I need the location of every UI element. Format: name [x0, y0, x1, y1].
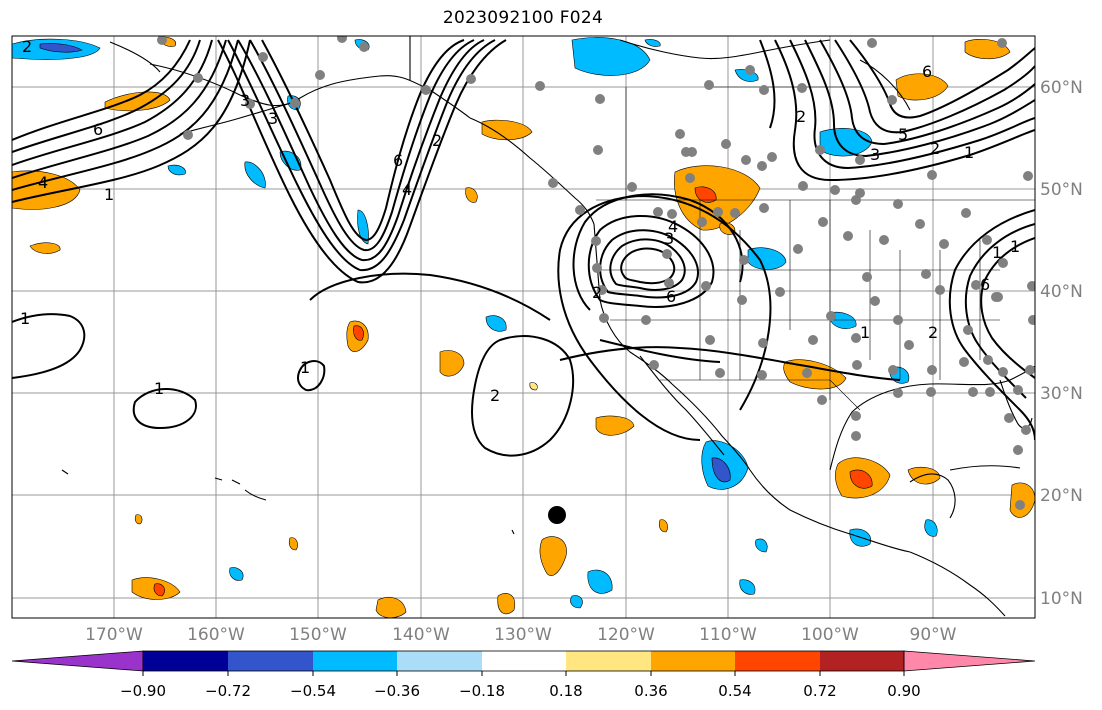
map-frame — [11, 35, 1036, 619]
contour-label: 3 — [268, 109, 278, 128]
contour-label: 1 — [104, 185, 114, 204]
contour-label: 1 — [20, 309, 30, 328]
contour-label: 4 — [402, 180, 412, 199]
contour-label: 1 — [1010, 237, 1020, 256]
contour-label: 2 — [490, 386, 500, 405]
lat-label: 10°N — [1040, 589, 1083, 609]
contour-label: 6 — [666, 287, 676, 306]
contour-label: 2 — [592, 283, 602, 302]
lat-label: 40°N — [1040, 282, 1083, 302]
contour-label: 2 — [928, 323, 938, 342]
contour-label: 2 — [432, 131, 442, 150]
colorbar-segment — [228, 651, 313, 671]
colorbar-tick-label: −0.90 — [120, 682, 166, 700]
contour-label: 6 — [393, 151, 403, 170]
contour-label: 1 — [992, 243, 1002, 262]
colorbar-max-extend — [903, 650, 1036, 672]
map-title: 2023092100 F024 — [442, 8, 604, 28]
lon-label: 160°W — [187, 625, 245, 645]
lon-label: 130°W — [494, 625, 552, 645]
lon-label: 170°W — [85, 625, 143, 645]
colorbar-segment — [313, 651, 397, 671]
contour-lines — [12, 39, 1035, 457]
lon-label: 90°W — [910, 625, 957, 645]
contour-label: 6 — [922, 62, 932, 81]
colorbar-segment — [482, 651, 566, 671]
colorbar-tick-label: 0.72 — [803, 682, 836, 700]
colorbar: −0.90 −0.72 −0.54 −0.36 −0.18 0.18 0.36 … — [11, 650, 1036, 700]
contour-label: 3 — [870, 145, 880, 164]
colorbar-segment — [143, 651, 228, 671]
contour-label: 3 — [664, 229, 674, 248]
latitude-labels: 60°N 50°N 40°N 30°N 20°N 10°N — [1040, 78, 1083, 609]
contour-label: 5 — [898, 125, 908, 144]
lon-label: 140°W — [392, 625, 450, 645]
contour-labels: 2 6 4 1 1 2 3 6 4 2 2 3 4 6 3 1 1 1 2 6 … — [20, 37, 1020, 405]
colorbar-ticks — [142, 671, 905, 676]
contour-label: 1 — [300, 358, 310, 377]
contour-label: 2 — [796, 107, 806, 126]
lon-label: 150°W — [289, 625, 347, 645]
colorbar-tick-label: 0.90 — [887, 682, 920, 700]
shaded-field — [12, 37, 1035, 618]
colorbar-tick-label: −0.54 — [290, 682, 336, 700]
colorbar-segment — [566, 651, 651, 671]
contour-label: 6 — [980, 275, 990, 294]
colorbar-tick-label: −0.72 — [205, 682, 251, 700]
lon-label: 120°W — [597, 625, 655, 645]
colorbar-tick-label: 0.54 — [718, 682, 751, 700]
contour-label: 2 — [22, 37, 32, 56]
colorbar-min-extend — [11, 650, 144, 672]
colorbar-tick-label: −0.18 — [459, 682, 505, 700]
location-marker — [548, 506, 566, 524]
lat-label: 20°N — [1040, 486, 1083, 506]
contour-label: 1 — [154, 379, 164, 398]
contour-label: 2 — [930, 139, 940, 158]
station-dots — [157, 36, 1035, 510]
lon-label: 100°W — [801, 625, 859, 645]
colorbar-border — [142, 650, 905, 672]
longitude-labels: 170°W 160°W 150°W 140°W 130°W 120°W 110°… — [85, 625, 957, 645]
contour-label: 1 — [964, 143, 974, 162]
lat-label: 60°N — [1040, 78, 1083, 98]
contour-label: 4 — [668, 217, 678, 236]
contour-label: 4 — [38, 173, 48, 192]
colorbar-tick-label: 0.36 — [634, 682, 667, 700]
contour-label: 6 — [93, 120, 103, 139]
lat-label: 30°N — [1040, 384, 1083, 404]
contour-label: 3 — [240, 91, 250, 110]
lon-label: 110°W — [699, 625, 757, 645]
lat-label: 50°N — [1040, 180, 1083, 200]
contour-label: 1 — [860, 323, 870, 342]
colorbar-segment — [735, 651, 820, 671]
colorbar-tick-label: 0.18 — [549, 682, 582, 700]
colorbar-tick-label: −0.36 — [374, 682, 420, 700]
colorbar-segment — [397, 651, 482, 671]
colorbar-segment — [651, 651, 735, 671]
colorbar-segment — [820, 651, 904, 671]
